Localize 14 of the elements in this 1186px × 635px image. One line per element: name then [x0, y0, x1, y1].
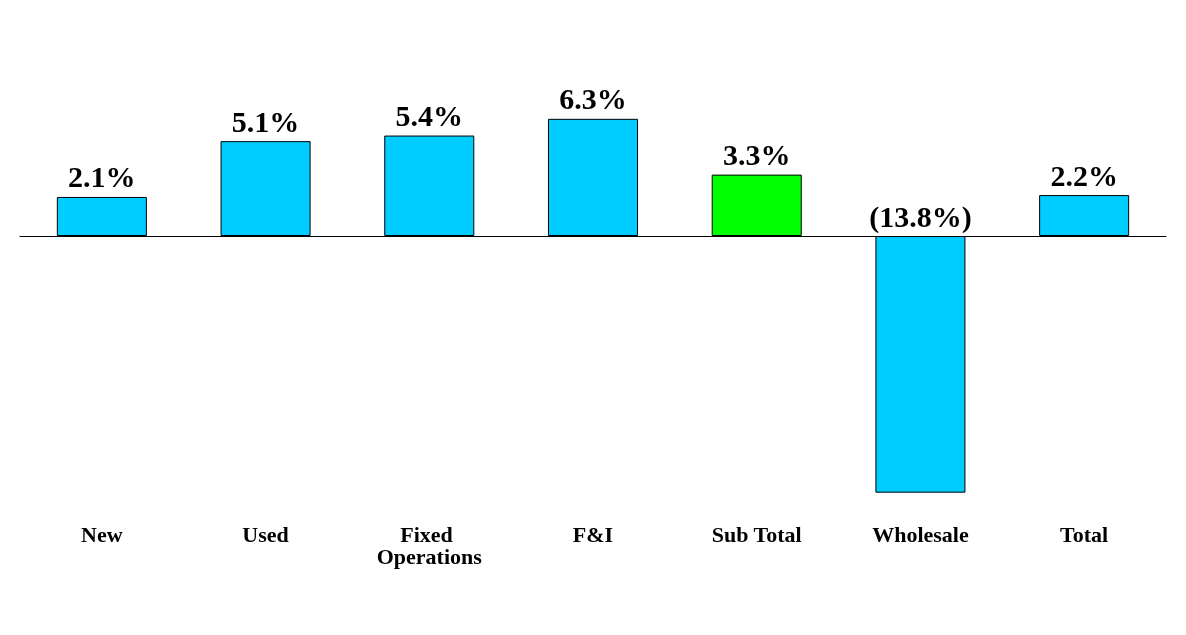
data-label: (13.8%)	[869, 199, 972, 234]
x-tick-label: Total	[1060, 521, 1109, 547]
data-label: 6.3%	[559, 82, 627, 116]
data-label: 2.1%	[68, 160, 136, 194]
x-tick-label: Fixed Operations	[376, 521, 483, 569]
x-tick-label: Wholesale	[872, 521, 969, 547]
data-label: 5.1%	[231, 104, 300, 138]
x-tick-label: Sub Total	[711, 521, 802, 547]
x-tick-label: F&I	[572, 521, 614, 547]
data-label: 2.2%	[1050, 158, 1118, 192]
data-label: 3.3%	[722, 138, 791, 172]
data-label: 5.4%	[395, 99, 464, 133]
x-tick-label: Used	[242, 521, 289, 547]
x-tick-label: New	[81, 521, 123, 547]
